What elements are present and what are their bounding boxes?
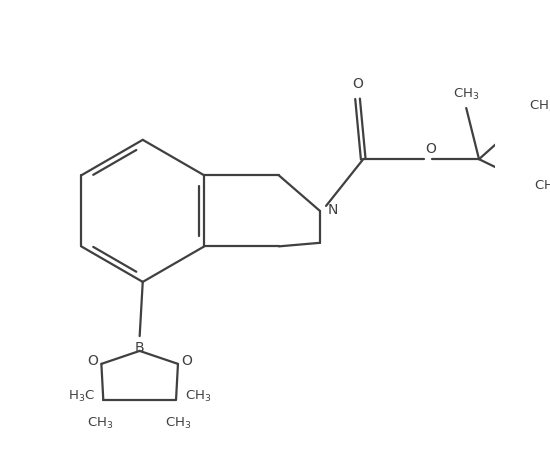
Text: O: O <box>425 142 436 156</box>
Text: CH$_3$: CH$_3$ <box>534 179 550 194</box>
Text: CH$_3$: CH$_3$ <box>185 389 211 404</box>
Text: CH$_3$: CH$_3$ <box>166 416 192 431</box>
Text: O: O <box>181 354 192 368</box>
Text: N: N <box>328 202 338 217</box>
Text: CH$_3$: CH$_3$ <box>529 99 550 114</box>
Text: O: O <box>87 354 98 368</box>
Text: B: B <box>135 341 145 355</box>
Text: O: O <box>352 77 363 92</box>
Text: CH$_3$: CH$_3$ <box>87 416 113 431</box>
Text: H$_3$C: H$_3$C <box>68 389 95 404</box>
Text: CH$_3$: CH$_3$ <box>453 87 480 102</box>
